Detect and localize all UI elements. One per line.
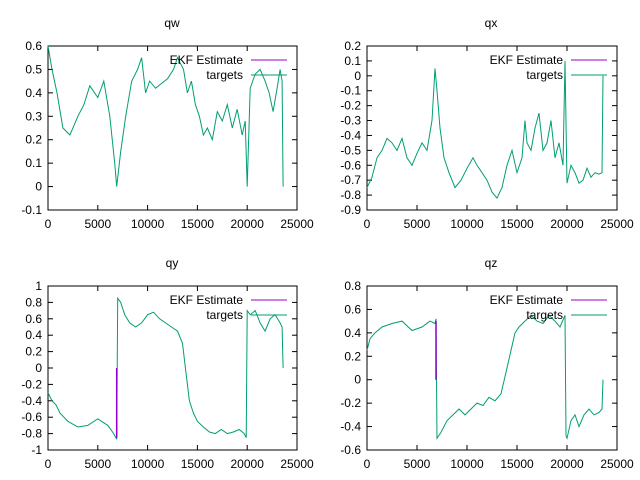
panel-qw-plot: -0.100.10.20.30.40.50.60 5000 10000 15000 20… (21, 39, 314, 231)
x-tick-label: 20000 (231, 457, 265, 471)
legend-label: EKF Estimate (490, 53, 564, 67)
y-tick-label: 0.4 (25, 86, 42, 100)
legend-label: EKF Estimate (170, 293, 244, 307)
y-tick-label: 0.6 (344, 302, 361, 316)
x-tick-label: 10000 (131, 217, 165, 231)
legend-label: EKF Estimate (170, 53, 244, 67)
y-tick-label: -0.4 (340, 128, 361, 142)
y-tick-label: 0.6 (25, 312, 42, 326)
y-tick-label: 0.1 (25, 156, 42, 170)
y-tick-label: 0 (35, 180, 42, 194)
y-tick-label: 1 (35, 279, 42, 293)
panel-qz-title: qz (485, 256, 498, 270)
y-tick-label: 0 (354, 373, 361, 387)
panel-qy-title: qy (166, 256, 179, 270)
y-tick-label: -0.6 (340, 158, 361, 172)
x-tick-label: 15000 (181, 217, 215, 231)
x-tick-label: 0 (45, 217, 52, 231)
y-tick-label: -0.5 (340, 143, 361, 157)
y-tick-label: -0.1 (340, 84, 361, 98)
series-line-targets (366, 60, 604, 200)
series-line-targets (47, 296, 284, 440)
y-tick-label: 0.1 (344, 54, 361, 68)
x-tick-label: 0 (45, 457, 52, 471)
panel-qx-title: qx (485, 16, 498, 30)
x-tick-label: 0 (364, 217, 371, 231)
y-tick-label: 0.4 (344, 326, 361, 340)
legend-label: targets (206, 68, 243, 82)
y-tick-label: 0 (354, 69, 361, 83)
x-tick-label: 15000 (181, 457, 215, 471)
y-tick-label: -0.6 (340, 443, 361, 457)
y-tick-label: -1 (31, 443, 42, 457)
panel-qy: qy -1 -0.8 -0.6 -0.4 -0.2 0 0.2 0.4 0.6 0.8 1 0 5000… (21, 256, 314, 471)
panel-qw: qw -0.100.10.20.30.40.50.60 5000 10000 1500… (21, 16, 314, 231)
y-tick-label: 0 (35, 361, 42, 375)
x-tick-label: 20000 (550, 457, 584, 471)
y-tick-label: 0.2 (344, 349, 361, 363)
y-tick-label: -0.9 (340, 203, 361, 217)
y-tick-label: 0.2 (344, 39, 361, 53)
y-tick-label: 0.2 (25, 133, 42, 147)
y-tick-label: 0.6 (25, 39, 42, 53)
y-tick-label: -0.2 (21, 377, 42, 391)
y-tick-label: -0.7 (340, 173, 361, 187)
y-tick-label: -0.3 (340, 114, 361, 128)
y-tick-label: 0.5 (25, 62, 42, 76)
x-tick-label: 15000 (500, 217, 534, 231)
y-tick-label: 0.2 (25, 345, 42, 359)
legend-label: targets (206, 308, 243, 322)
y-tick-label: -0.4 (21, 394, 42, 408)
panel-qx-plot: -0.9-0.8-0.7-0.6-0.5-0.4-0.3-0.2-0.100.1… (340, 39, 634, 231)
y-tick-label: -0.6 (21, 410, 42, 424)
series-line-targets (47, 45, 284, 187)
panel-qy-plot: -1 -0.8 -0.6 -0.4 -0.2 0 0.2 0.4 0.6 0.8 1 0 5000 100… (21, 279, 314, 471)
x-tick-label: 20000 (550, 217, 584, 231)
panel-qw-title: qw (164, 16, 180, 30)
x-tick-label: 0 (364, 457, 371, 471)
legend-label: targets (526, 308, 563, 322)
plot-frame (47, 45, 298, 211)
y-tick-label: -0.8 (21, 427, 42, 441)
y-tick-label: -0.2 (340, 396, 361, 410)
y-tick-label: 0.8 (344, 279, 361, 293)
x-tick-label: 25000 (280, 457, 314, 471)
x-tick-label: 10000 (450, 457, 484, 471)
x-tick-label: 10000 (450, 217, 484, 231)
legend-label: targets (526, 68, 563, 82)
panel-qz-plot: -0.6 -0.4 -0.2 0 0.2 0.4 0.6 0.8 0 5000 10000 15000… (340, 279, 634, 471)
x-tick-label: 25000 (600, 217, 634, 231)
y-tick-label: -0.1 (21, 203, 42, 217)
y-tick-label: 0.4 (25, 328, 42, 342)
series-line-targets (366, 314, 604, 440)
x-tick-label: 5000 (84, 457, 111, 471)
x-tick-label: 15000 (500, 457, 534, 471)
y-tick-label: -0.2 (340, 99, 361, 113)
x-tick-label: 20000 (231, 217, 265, 231)
x-tick-label: 5000 (404, 457, 431, 471)
x-tick-label: 25000 (600, 457, 634, 471)
plot-frame (366, 45, 618, 211)
y-tick-label: -0.4 (340, 420, 361, 434)
x-tick-label: 25000 (280, 217, 314, 231)
plot-frame (366, 285, 618, 451)
x-tick-label: 5000 (84, 217, 111, 231)
y-tick-label: 0.8 (25, 295, 42, 309)
x-tick-label: 5000 (404, 217, 431, 231)
legend-label: EKF Estimate (490, 293, 564, 307)
x-tick-label: 10000 (131, 457, 165, 471)
y-tick-label: -0.8 (340, 188, 361, 202)
panel-qz: qz -0.6 -0.4 -0.2 0 0.2 0.4 0.6 0.8 0 5000 10000 15… (340, 256, 634, 471)
y-tick-label: 0.3 (25, 109, 42, 123)
panel-qx: qx -0.9-0.8-0.7-0.6-0.5-0.4-0.3-0.2-0.10… (340, 16, 634, 231)
